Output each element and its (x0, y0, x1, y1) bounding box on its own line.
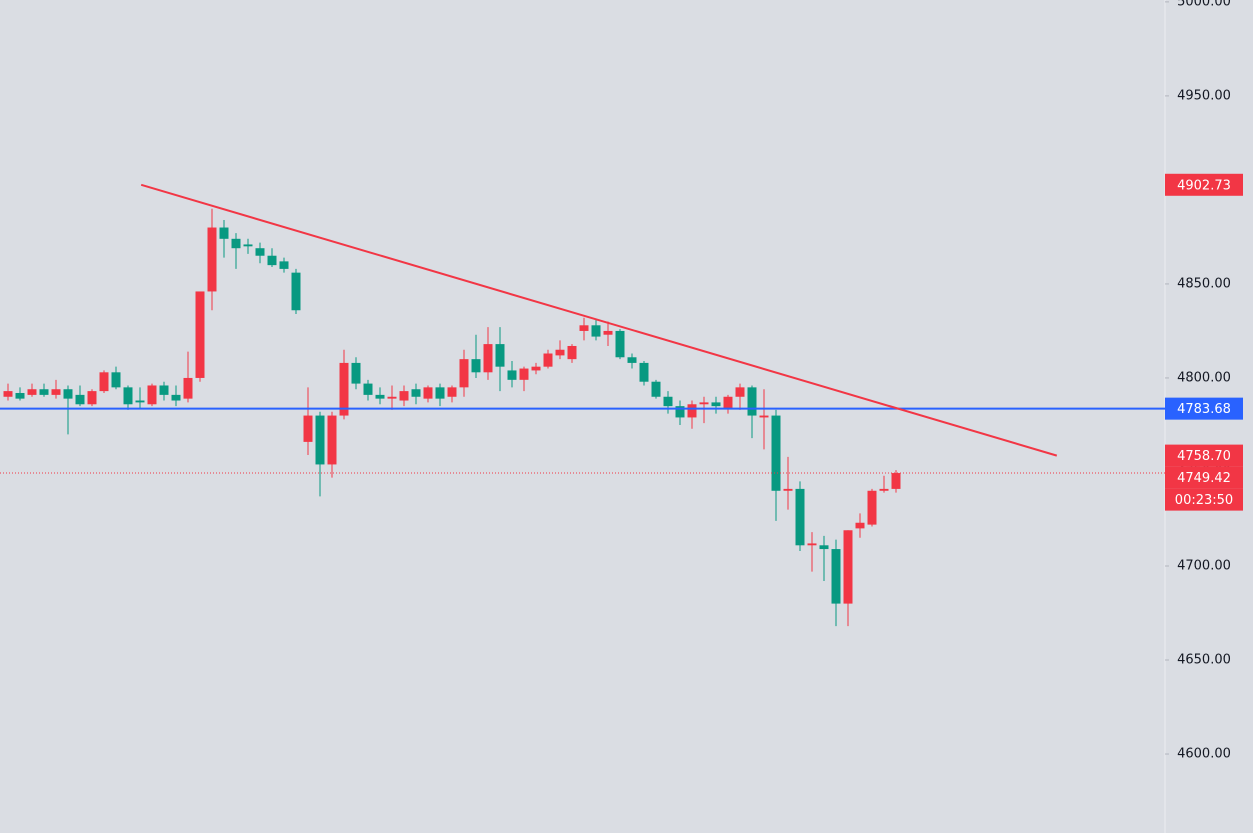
candle-body (159, 385, 169, 395)
candle-body (663, 396, 673, 407)
candle-body (891, 473, 901, 489)
candle-body (783, 488, 793, 491)
candle-body (399, 391, 409, 401)
candle-body (39, 389, 49, 395)
candle-body (339, 362, 349, 416)
candle-body (531, 366, 541, 371)
candle-body (363, 383, 373, 395)
y-tick-label: 4950.00 (1177, 88, 1231, 103)
candle-body (555, 349, 565, 356)
candle-body (267, 255, 277, 266)
candle-body (27, 389, 37, 395)
candle-body (279, 261, 289, 269)
y-tick-label: 4600.00 (1177, 747, 1231, 762)
last-price-label: 4749.42 (1177, 471, 1231, 486)
last-price-label-box (1165, 466, 1243, 489)
countdown-label: 00:23:50 (1175, 493, 1233, 508)
candle-body (255, 248, 265, 256)
candle-body (483, 344, 493, 373)
candle-body (183, 377, 193, 399)
candle-body (711, 402, 721, 407)
candle-body (207, 227, 217, 292)
candle-body (447, 387, 457, 397)
candle-body (867, 490, 877, 525)
candle-body (51, 389, 61, 395)
candle-body (231, 238, 241, 249)
candle-body (723, 396, 733, 409)
horizontal-line-label-box (1165, 397, 1243, 420)
candle-body (63, 389, 73, 399)
candle-body (135, 400, 145, 403)
candle-body (243, 244, 253, 247)
candle-body (471, 359, 481, 373)
candle-body (807, 543, 817, 546)
candle-body (99, 372, 109, 392)
candle-body (459, 359, 469, 388)
candle-body (111, 372, 121, 388)
candle-body (831, 549, 841, 604)
candle-body (651, 381, 661, 397)
candle-body (759, 415, 769, 418)
candle-body (603, 330, 613, 335)
candle-body (567, 345, 577, 360)
candle-body (195, 291, 205, 378)
candle-body (795, 488, 805, 546)
y-tick-label: 4650.00 (1177, 653, 1231, 668)
candle-body (747, 387, 757, 416)
candle-body (615, 330, 625, 358)
candle-body (687, 404, 697, 418)
candle-body (147, 385, 157, 405)
trendline-start-label: 4902.73 (1177, 178, 1231, 193)
candle-body (591, 325, 601, 337)
trendline-end-label-box (1165, 444, 1243, 467)
candle-body (735, 387, 745, 397)
y-tick-label: 4800.00 (1177, 370, 1231, 385)
candle-body (771, 415, 781, 491)
candle-body (543, 353, 553, 367)
trendline (140, 183, 1058, 457)
candle-body (639, 362, 649, 382)
candle-body (3, 391, 13, 397)
candle-body (15, 392, 25, 399)
candle-body (507, 370, 517, 380)
candle-body (351, 362, 361, 384)
candle-body (171, 394, 181, 401)
candle-body (219, 227, 229, 239)
candle-body (699, 402, 709, 405)
candle-body (435, 387, 445, 399)
candle-body (75, 394, 85, 405)
candle-body (303, 415, 313, 442)
candle-body (495, 344, 505, 367)
trendline-start-label-box (1165, 173, 1243, 196)
candle-body (855, 522, 865, 529)
candle-body (315, 415, 325, 465)
candle-body (375, 394, 385, 399)
y-tick-label: 4700.00 (1177, 558, 1231, 573)
candle-body (627, 357, 637, 363)
y-tick-label: 5000.00 (1177, 0, 1231, 9)
trendline-end-label: 4758.70 (1177, 449, 1231, 464)
candle-body (87, 391, 97, 405)
countdown-label-box (1165, 488, 1243, 511)
horizontal-line-label: 4783.68 (1177, 402, 1231, 417)
y-tick-label: 4850.00 (1177, 276, 1231, 291)
candle-body (123, 387, 133, 405)
candle-body (387, 396, 397, 399)
candle-body (327, 415, 337, 465)
candle-body (423, 387, 433, 399)
candle-body (519, 368, 529, 380)
candle-body (879, 488, 889, 491)
candle-body (819, 545, 829, 550)
candle-body (291, 272, 301, 311)
candle-body (411, 389, 421, 397)
candle-body (579, 325, 589, 331)
candle-body (675, 406, 685, 418)
candle-body (843, 530, 853, 604)
